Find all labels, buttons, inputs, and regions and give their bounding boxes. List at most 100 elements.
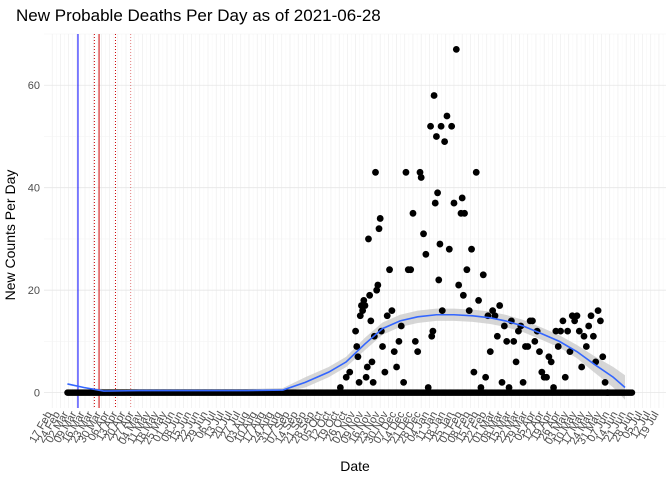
data-point <box>420 230 427 238</box>
data-point <box>422 250 430 258</box>
data-point <box>564 327 572 335</box>
data-point <box>448 122 456 130</box>
data-point <box>496 302 504 309</box>
data-point <box>373 286 381 294</box>
data-point <box>434 189 441 197</box>
data-point <box>379 343 386 350</box>
data-point <box>383 312 391 320</box>
data-point <box>552 327 560 335</box>
y-tick-label: 60 <box>28 80 40 92</box>
data-point <box>568 312 576 320</box>
data-point <box>409 209 417 217</box>
data-point <box>470 368 478 376</box>
data-point <box>524 343 532 350</box>
data-point <box>515 327 522 335</box>
x-axis-label: Date <box>340 458 370 474</box>
data-point <box>594 307 602 315</box>
data-point <box>355 378 363 386</box>
data-point <box>417 174 425 181</box>
data-point <box>436 240 444 248</box>
data-point <box>365 235 372 243</box>
y-tick-label: 0 <box>34 388 40 400</box>
data-point <box>369 378 377 386</box>
data-point <box>366 291 374 299</box>
data-point <box>361 302 369 309</box>
data-point <box>402 168 410 176</box>
data-point <box>336 384 344 391</box>
data-point <box>505 384 513 391</box>
data-point <box>486 348 494 356</box>
data-point <box>559 317 567 325</box>
data-points <box>64 45 636 397</box>
data-point <box>554 343 562 350</box>
data-point <box>561 373 569 381</box>
data-point <box>465 307 473 315</box>
data-point <box>411 337 419 345</box>
data-point <box>424 384 432 391</box>
data-point <box>437 122 445 130</box>
data-point <box>557 327 564 335</box>
data-point <box>376 215 384 222</box>
data-point <box>580 332 588 340</box>
data-point <box>372 168 379 176</box>
data-point <box>503 337 511 345</box>
data-point <box>450 199 458 207</box>
data-point <box>604 389 611 397</box>
data-point <box>510 337 518 345</box>
data-point <box>589 332 597 340</box>
data-point <box>543 373 550 381</box>
data-point <box>377 327 385 335</box>
data-point <box>386 266 393 274</box>
data-point <box>356 312 364 320</box>
data-point <box>545 353 553 361</box>
data-point <box>550 384 557 391</box>
data-point <box>482 373 490 381</box>
data-point <box>500 322 508 330</box>
data-point <box>397 322 405 330</box>
y-axis-ticks: 0 20 40 60 <box>28 80 40 399</box>
data-point <box>416 168 424 176</box>
data-point <box>536 348 543 356</box>
data-point <box>362 373 370 381</box>
data-point <box>493 332 501 340</box>
data-point <box>395 337 403 345</box>
data-point <box>346 368 354 376</box>
data-point <box>571 317 579 325</box>
data-point <box>431 199 439 207</box>
data-point <box>441 138 449 145</box>
data-point <box>599 353 607 361</box>
data-point <box>573 312 581 320</box>
data-point <box>388 307 396 315</box>
data-point <box>430 92 438 99</box>
data-point <box>435 276 443 284</box>
data-point <box>597 317 604 325</box>
data-point <box>381 368 389 376</box>
data-point <box>582 343 590 350</box>
data-point <box>529 317 536 325</box>
data-point <box>443 112 451 120</box>
data-point <box>445 245 453 253</box>
data-point <box>429 327 437 335</box>
data-point <box>628 389 636 396</box>
data-point <box>461 209 468 217</box>
data-point <box>459 291 467 299</box>
data-point <box>566 348 574 356</box>
data-point <box>427 122 434 130</box>
data-point <box>479 271 487 279</box>
data-point <box>428 332 436 340</box>
data-point <box>390 348 398 356</box>
data-point <box>472 168 480 176</box>
smooth-line <box>67 313 626 392</box>
data-point <box>455 281 463 289</box>
data-point <box>547 358 555 366</box>
data-point <box>489 307 497 315</box>
y-tick-label: 40 <box>28 183 40 195</box>
data-point <box>438 307 446 315</box>
vertical-reference-lines <box>77 34 132 408</box>
data-point <box>578 363 586 371</box>
data-point <box>400 378 408 386</box>
data-point <box>353 343 361 350</box>
data-point <box>477 384 485 391</box>
